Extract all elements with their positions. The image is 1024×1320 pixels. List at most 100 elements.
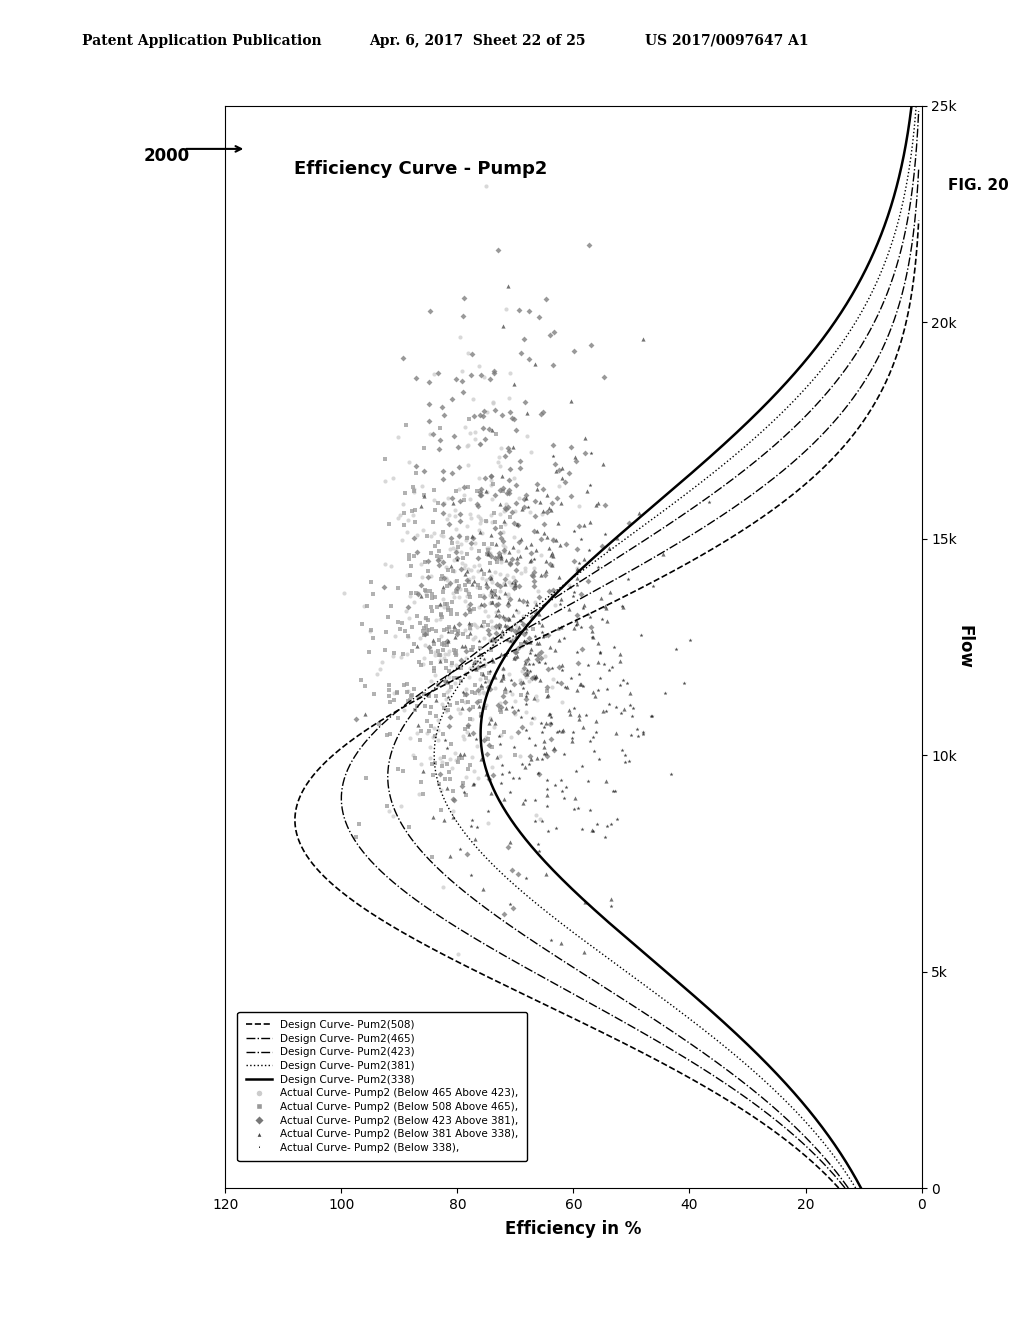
Point	[423, 525, 439, 546]
Point	[517, 561, 534, 582]
Point	[524, 606, 541, 627]
Point	[433, 634, 450, 655]
Point	[422, 747, 438, 768]
Point	[571, 709, 588, 730]
Point	[437, 689, 454, 710]
Point	[481, 678, 498, 700]
Point	[566, 618, 583, 639]
Point	[493, 576, 509, 597]
Point	[484, 586, 501, 607]
Point	[441, 694, 458, 715]
Point	[495, 521, 511, 543]
Point	[488, 623, 505, 644]
Point	[508, 420, 524, 441]
Point	[415, 620, 431, 642]
Point	[489, 546, 506, 568]
Point	[497, 498, 513, 519]
Point	[450, 944, 466, 965]
Point	[406, 482, 422, 503]
Point	[449, 570, 465, 591]
Point	[481, 630, 498, 651]
Point	[497, 615, 513, 636]
Point	[551, 719, 567, 741]
Point	[415, 784, 431, 805]
Point	[528, 804, 545, 825]
Point	[486, 400, 503, 421]
Point	[572, 528, 589, 549]
Point	[463, 560, 479, 581]
Point	[466, 657, 482, 678]
Point	[463, 599, 479, 620]
Point	[336, 582, 352, 603]
Point	[440, 599, 457, 620]
Point	[504, 408, 520, 429]
Point	[538, 711, 554, 733]
Point	[434, 565, 451, 586]
Point	[548, 817, 564, 838]
Point	[480, 623, 497, 644]
Point	[484, 488, 501, 510]
Point	[493, 746, 509, 767]
Point	[564, 727, 581, 748]
Point	[440, 513, 457, 535]
Point	[483, 565, 500, 586]
Point	[516, 630, 532, 651]
Point	[542, 553, 558, 574]
Point	[463, 816, 479, 837]
Point	[457, 590, 473, 611]
Point	[467, 627, 483, 648]
Point	[468, 659, 484, 680]
Point	[482, 783, 499, 804]
Point	[436, 635, 453, 656]
Point	[465, 636, 481, 657]
Point	[492, 523, 508, 544]
Point	[437, 671, 454, 692]
Point	[470, 657, 486, 678]
Point	[556, 788, 572, 809]
Point	[425, 511, 441, 532]
Point	[527, 603, 544, 624]
Point	[442, 603, 459, 624]
Point	[585, 682, 601, 704]
Point	[568, 678, 585, 700]
Point	[487, 561, 504, 582]
Point	[507, 573, 523, 594]
Point	[480, 560, 497, 581]
Point	[442, 573, 459, 594]
Point	[561, 462, 578, 483]
Point	[468, 616, 484, 638]
Point	[420, 566, 436, 587]
Point	[553, 655, 569, 676]
Point	[502, 680, 518, 701]
Point	[431, 644, 447, 665]
Point	[377, 554, 393, 576]
Point	[419, 525, 435, 546]
Point	[485, 717, 502, 738]
Point	[423, 715, 439, 737]
Point	[518, 536, 535, 557]
Point	[574, 818, 591, 840]
Point	[555, 628, 571, 649]
Point	[449, 668, 465, 689]
Point	[472, 484, 488, 506]
Point	[521, 642, 538, 663]
Point	[585, 626, 601, 647]
Point	[470, 560, 486, 581]
Point	[514, 590, 530, 611]
Point	[481, 735, 498, 756]
Point	[427, 725, 443, 746]
Point	[395, 675, 412, 696]
Point	[495, 478, 511, 499]
Point	[575, 941, 592, 962]
Point	[521, 660, 538, 681]
Point	[447, 519, 464, 540]
Point	[436, 747, 453, 768]
Point	[501, 541, 517, 562]
Point	[447, 368, 464, 389]
Point	[447, 541, 464, 562]
Point	[566, 582, 583, 603]
Legend: Design Curve- Pum2(508), Design Curve- Pum2(465), Design Curve- Pum2(423), Desig: Design Curve- Pum2(508), Design Curve- P…	[238, 1011, 526, 1162]
Point	[586, 741, 602, 762]
Point	[389, 611, 406, 632]
Point	[538, 742, 554, 763]
